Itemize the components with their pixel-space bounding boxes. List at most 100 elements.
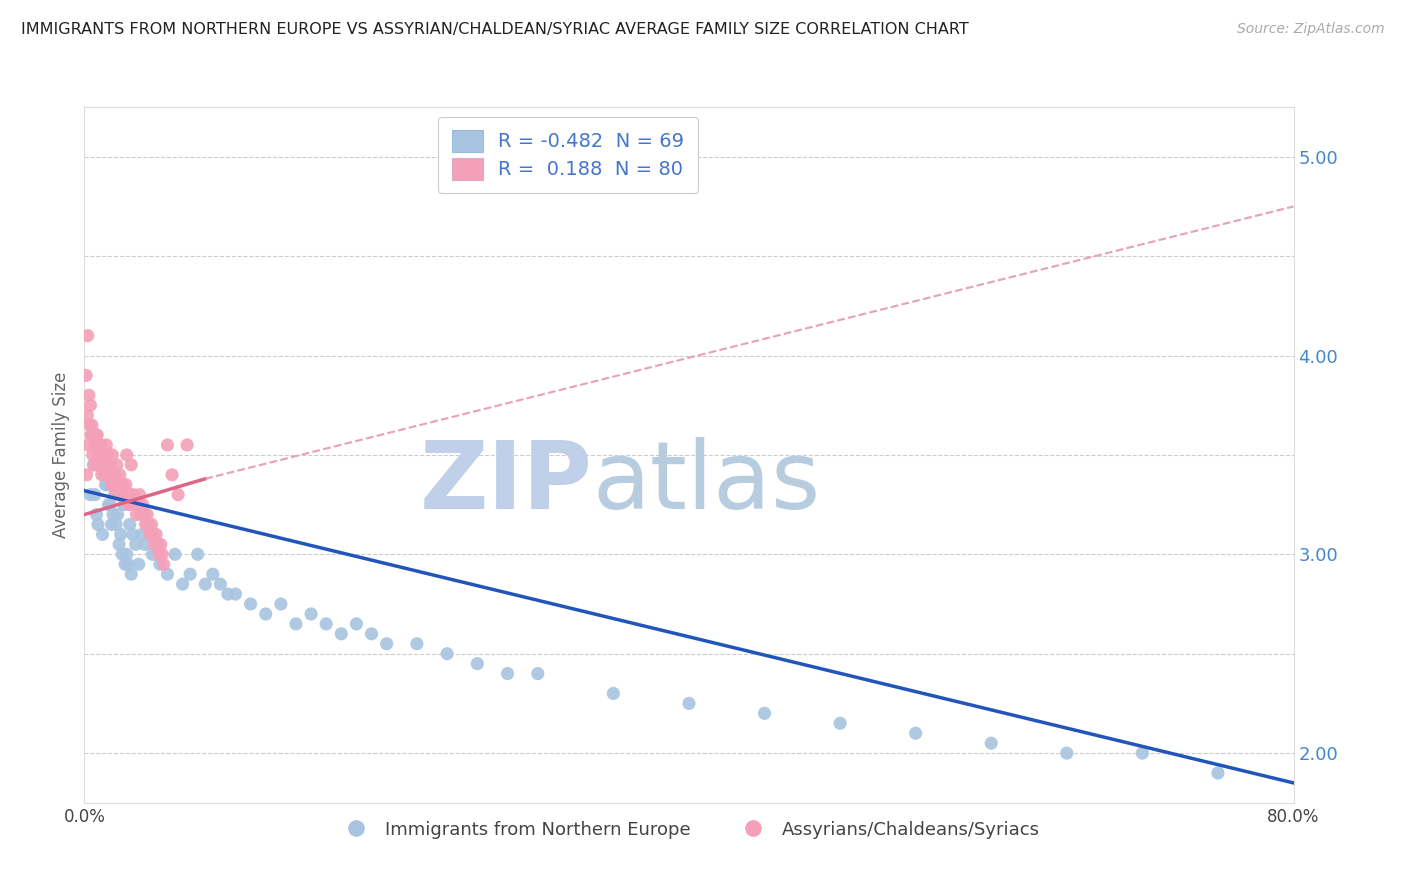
- Point: [86, 508, 108, 522]
- Point: [138, 517, 160, 532]
- Point: [104, 467, 127, 482]
- Point: [111, 477, 134, 491]
- Point: [209, 577, 232, 591]
- Point: [77, 438, 100, 452]
- Point: [172, 577, 194, 591]
- Point: [75, 368, 97, 383]
- Point: [146, 537, 169, 551]
- Point: [299, 607, 322, 621]
- Point: [89, 448, 111, 462]
- Point: [1132, 746, 1154, 760]
- Point: [121, 527, 143, 541]
- Point: [111, 547, 134, 561]
- Point: [115, 477, 138, 491]
- Point: [120, 567, 142, 582]
- Point: [141, 517, 163, 532]
- Point: [76, 467, 98, 482]
- Point: [132, 508, 155, 522]
- Y-axis label: Average Family Size: Average Family Size: [52, 372, 70, 538]
- Point: [134, 537, 156, 551]
- Point: [101, 448, 124, 462]
- Text: atlas: atlas: [592, 437, 821, 529]
- Point: [115, 547, 138, 561]
- Point: [167, 488, 190, 502]
- Point: [84, 488, 107, 502]
- Point: [80, 418, 103, 433]
- Point: [127, 498, 149, 512]
- Point: [90, 467, 112, 482]
- Point: [527, 666, 550, 681]
- Point: [225, 587, 247, 601]
- Point: [135, 517, 157, 532]
- Point: [136, 508, 159, 522]
- Point: [156, 567, 179, 582]
- Point: [149, 537, 172, 551]
- Point: [97, 448, 120, 462]
- Point: [90, 438, 112, 452]
- Point: [86, 428, 108, 442]
- Point: [117, 488, 139, 502]
- Point: [101, 467, 124, 482]
- Point: [105, 458, 128, 472]
- Point: [160, 467, 183, 482]
- Point: [82, 448, 104, 462]
- Point: [112, 488, 135, 502]
- Point: [80, 428, 103, 442]
- Point: [124, 498, 146, 512]
- Point: [141, 547, 163, 561]
- Point: [105, 488, 128, 502]
- Point: [104, 477, 127, 491]
- Point: [150, 547, 173, 561]
- Point: [107, 477, 129, 491]
- Point: [84, 438, 107, 452]
- Point: [100, 458, 122, 472]
- Point: [105, 517, 128, 532]
- Point: [110, 527, 132, 541]
- Point: [91, 527, 114, 541]
- Point: [980, 736, 1002, 750]
- Point: [187, 547, 209, 561]
- Text: Source: ZipAtlas.com: Source: ZipAtlas.com: [1237, 22, 1385, 37]
- Point: [165, 547, 187, 561]
- Point: [79, 488, 101, 502]
- Point: [148, 547, 170, 561]
- Point: [156, 438, 179, 452]
- Point: [98, 467, 121, 482]
- Point: [143, 537, 166, 551]
- Point: [107, 508, 129, 522]
- Point: [89, 438, 111, 452]
- Point: [112, 498, 135, 512]
- Point: [84, 438, 107, 452]
- Point: [315, 616, 337, 631]
- Point: [86, 428, 108, 442]
- Point: [93, 467, 115, 482]
- Point: [79, 418, 101, 433]
- Point: [96, 477, 118, 491]
- Point: [176, 438, 198, 452]
- Point: [1206, 766, 1229, 780]
- Point: [80, 428, 103, 442]
- Point: [330, 627, 353, 641]
- Point: [142, 527, 165, 541]
- Point: [114, 558, 136, 572]
- Point: [217, 587, 239, 601]
- Point: [101, 508, 124, 522]
- Point: [149, 558, 172, 572]
- Point: [139, 527, 162, 541]
- Point: [93, 448, 115, 462]
- Point: [77, 388, 100, 402]
- Point: [285, 616, 308, 631]
- Point: [118, 517, 141, 532]
- Point: [131, 527, 153, 541]
- Point: [100, 477, 122, 491]
- Point: [100, 517, 122, 532]
- Point: [110, 488, 132, 502]
- Point: [94, 458, 117, 472]
- Point: [98, 467, 121, 482]
- Point: [754, 706, 776, 721]
- Point: [117, 558, 139, 572]
- Point: [194, 577, 217, 591]
- Point: [91, 458, 114, 472]
- Point: [128, 488, 150, 502]
- Point: [98, 498, 121, 512]
